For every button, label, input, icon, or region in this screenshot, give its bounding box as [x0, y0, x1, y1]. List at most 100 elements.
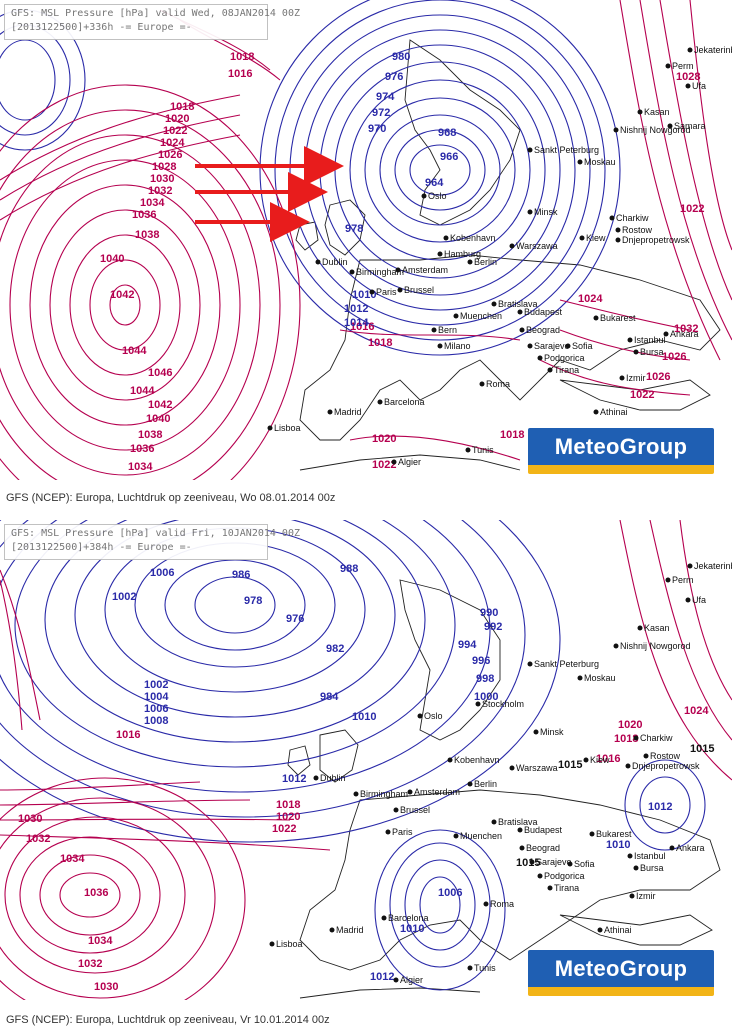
isobar-label: 972	[372, 107, 390, 119]
city-label: Muenchen	[460, 831, 502, 841]
isobar-label: 1018	[500, 429, 524, 441]
city-label: Budapest	[524, 825, 563, 835]
isobar-label: 1024	[684, 705, 709, 717]
map-header: GFS: MSL Pressure [hPa] valid Wed, 08JAN…	[4, 4, 300, 40]
isobar-label: 1016	[116, 729, 140, 741]
isobar-label: 1030	[18, 813, 42, 825]
city-labels: Perm Ufa Jekaterinburg Kasan Nishnij Now…	[269, 561, 732, 985]
isobar-label: 998	[476, 673, 494, 685]
map-header-run: [2013122500]+336h -= Europe =-	[11, 22, 192, 33]
city-label: Izmir	[626, 373, 646, 383]
city-label: Paris	[392, 827, 413, 837]
isobar-label: 1034	[140, 197, 165, 209]
city-label: Ankara	[670, 329, 699, 339]
isobar-label: 1020	[618, 719, 642, 731]
isobar-label: 1042	[148, 399, 172, 411]
isobar-label: 1008	[144, 715, 168, 727]
isobar-label: 1018	[614, 733, 638, 745]
isobar-label: 1006	[150, 567, 174, 579]
isobar-label: 1022	[372, 459, 396, 471]
isobar-label: 1030	[150, 173, 174, 185]
city-label: Sofia	[572, 341, 593, 351]
city-label: Nishnij Nowgorod	[620, 641, 691, 651]
isobar-label: 1006	[144, 703, 168, 715]
isobar-label: 1010	[352, 711, 376, 723]
isobar-label: 1015	[558, 759, 582, 771]
isobar-label: 968	[438, 127, 456, 139]
city-label: Amsterdam	[414, 787, 460, 797]
city-label: Budapest	[524, 307, 563, 317]
high-pressure-isobars	[0, 520, 732, 1000]
isobar-label: 1002	[112, 591, 136, 603]
city-label: Beograd	[526, 843, 560, 853]
city-label: Dnjepropetrowsk	[622, 235, 690, 245]
isobar-label: 1000	[474, 691, 498, 703]
city-label: Sarajevo	[536, 857, 572, 867]
landmass	[287, 579, 721, 999]
city-label: Sofia	[574, 859, 595, 869]
isobar-label: 980	[392, 51, 410, 63]
city-label: Ufa	[692, 81, 706, 91]
isobar-label: 974	[376, 91, 395, 103]
city-label: Stockholm	[482, 699, 524, 709]
city-label: Moskau	[584, 673, 616, 683]
city-label: Kobenhavn	[450, 233, 496, 243]
city-label: Kasan	[644, 623, 670, 633]
city-label: Moskau	[584, 157, 616, 167]
city-label: Jekaterinburg	[694, 45, 732, 55]
isobar-label: 1006	[438, 887, 462, 899]
city-label: Bukarest	[600, 313, 636, 323]
city-label: Perm	[672, 575, 694, 585]
city-label: Charkiw	[640, 733, 673, 743]
isobar-label: 1040	[146, 413, 170, 425]
isobar-labels: 1030 1032 1034 1036 1034 1032 1030 1016 …	[18, 563, 714, 993]
pressure-map-10jan: 1030 1032 1034 1036 1034 1032 1030 1016 …	[0, 520, 732, 1000]
city-label: Athinai	[604, 925, 632, 935]
map-header-title: GFS: MSL Pressure [hPa] valid Fri, 10JAN…	[11, 528, 300, 539]
isobar-label: 1022	[680, 203, 704, 215]
city-label: Madrid	[336, 925, 364, 935]
city-label: Muenchen	[460, 311, 502, 321]
city-label: Jekaterinburg	[694, 561, 732, 571]
city-label: Oslo	[424, 711, 443, 721]
city-label: Roma	[486, 379, 510, 389]
isobar-label: 1030	[94, 981, 118, 993]
isobar-label: 1028	[152, 161, 176, 173]
city-label: Athinai	[600, 407, 628, 417]
isobar-label: 970	[368, 123, 386, 135]
city-label: Kiew	[586, 233, 606, 243]
city-label: Minsk	[540, 727, 564, 737]
map-caption: GFS (NCEP): Europa, Luchtdruk op zeenive…	[6, 1014, 330, 1026]
isobar-label: 1024	[578, 293, 603, 305]
isobar-label: 1016	[228, 68, 252, 80]
city-label: Warszawa	[516, 241, 558, 251]
meteogroup-logo: MeteoGroup	[528, 950, 714, 996]
city-label: Perm	[672, 61, 694, 71]
isobar-label: 1018	[368, 337, 392, 349]
isobar-label: 964	[425, 177, 444, 189]
isobar-label: 1010	[400, 923, 424, 935]
city-label: Sarajevo	[534, 341, 570, 351]
isobar-label: 1032	[26, 833, 50, 845]
isobar-label: 990	[480, 607, 498, 619]
map-header-title: GFS: MSL Pressure [hPa] valid Wed, 08JAN…	[11, 8, 300, 19]
isobar-label: 984	[320, 691, 339, 703]
low-pressure-isobars	[0, 0, 621, 356]
map-caption: GFS (NCEP): Europa, Luchtdruk op zeenive…	[6, 492, 336, 504]
city-label: Birmingham	[356, 267, 404, 277]
isobar-label: 982	[326, 643, 344, 655]
city-label: Charkiw	[616, 213, 649, 223]
isobar-label: 1044	[122, 345, 147, 357]
city-label: Dnjepropetrowsk	[632, 761, 700, 771]
isobar-label: 976	[286, 613, 304, 625]
city-label: Oslo	[428, 191, 447, 201]
city-label: Tirana	[554, 883, 579, 893]
isobar-label: 1020	[276, 811, 300, 823]
city-label: Istanbul	[634, 851, 666, 861]
isobar-label: 1014	[344, 317, 369, 329]
map-panel-10jan: 1030 1032 1034 1036 1034 1032 1030 1016 …	[0, 520, 732, 1036]
isobar-label: 978	[345, 223, 363, 235]
isobar-label: 1018	[230, 51, 254, 63]
city-label: Birmingham	[360, 789, 408, 799]
isobar-label: 1015	[516, 857, 540, 869]
